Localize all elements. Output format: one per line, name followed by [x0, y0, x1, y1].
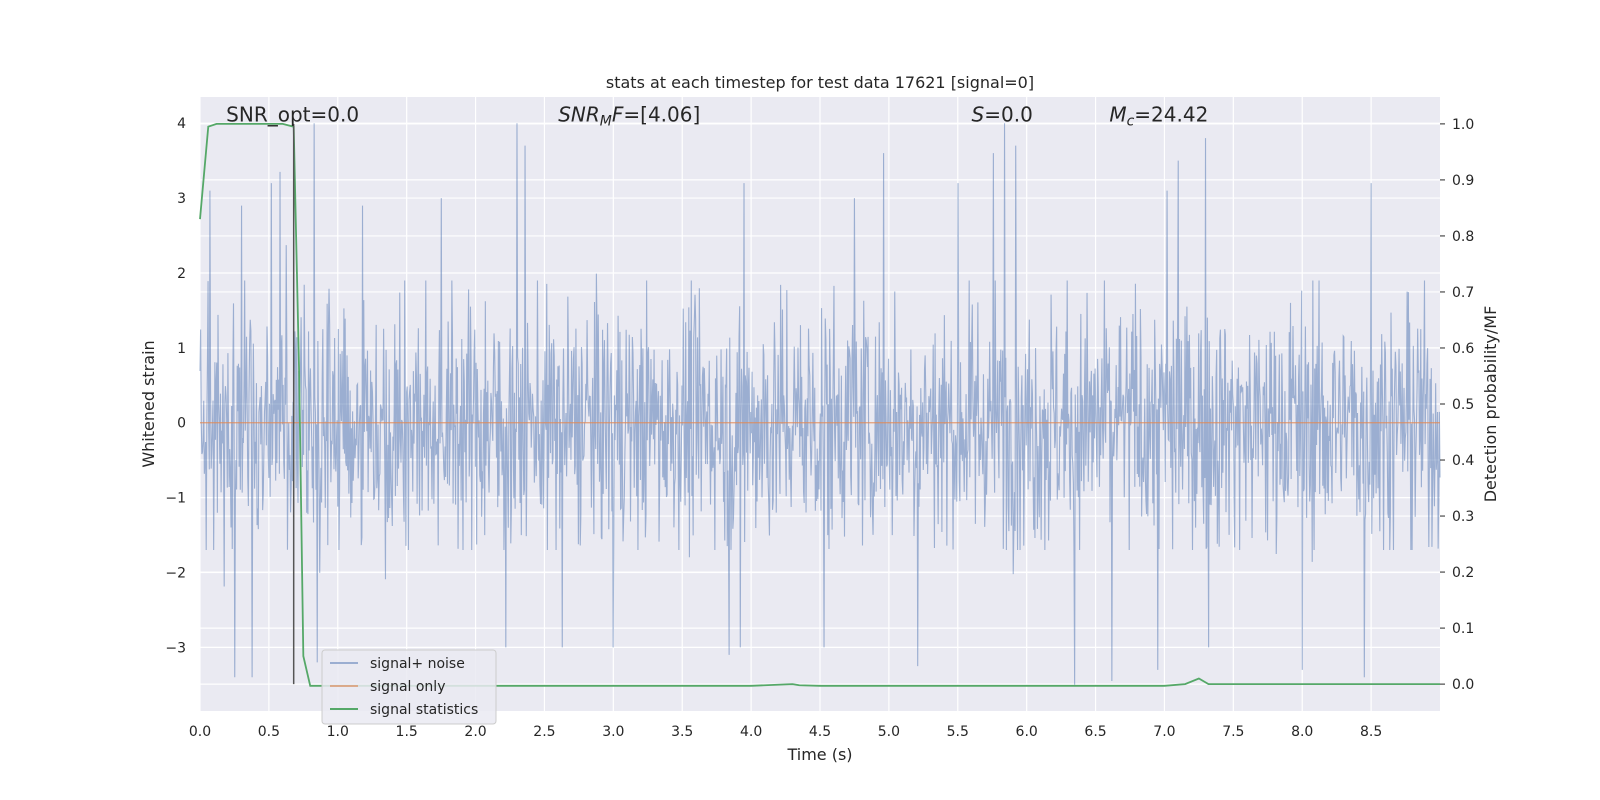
y-tick-label-1: 3	[177, 191, 186, 207]
x-tick-label-14: 7.0	[1153, 724, 1175, 740]
x-tick-label-5: 2.5	[533, 724, 555, 740]
y2-tick-label-2: 0.8	[1452, 229, 1474, 245]
y-tick-label-4: 0	[177, 416, 186, 432]
y-axis-label: Whitened strain	[139, 340, 158, 467]
legend: signal+ noise signal only signal statist…	[321, 649, 497, 725]
y2-tick-label-6: 0.4	[1452, 453, 1474, 469]
y-tick-label-3: 1	[177, 341, 186, 357]
y2-tick-label-5: 0.5	[1452, 397, 1474, 413]
y2-tick-label-7: 0.3	[1452, 509, 1474, 525]
x-tick-label-8: 4.0	[740, 724, 762, 740]
noise-series-layer	[199, 123, 1441, 685]
y2-tick-label-9: 0.1	[1452, 621, 1474, 637]
annotation-0: SNR_opt=0.0	[226, 103, 359, 127]
x-tick-label-4: 2.0	[464, 724, 486, 740]
x-tick-label-15: 7.5	[1222, 724, 1244, 740]
x-tick-label-0: 0.0	[189, 724, 211, 740]
x-axis-ticks: 0.0 0.5 1.0 1.5 2.0 2.5 3.0 3.5 4.0 4.5 5.0 5.5 6.0 6…	[189, 724, 1382, 740]
y2-tick-label-4: 0.6	[1452, 341, 1474, 357]
chart-title: stats at each timestep for test data 176…	[606, 73, 1034, 92]
x-tick-label-12: 6.0	[1016, 724, 1038, 740]
y-axis-ticks: 4 3 2 1 0 −1 −2 −3	[165, 116, 186, 656]
y-tick-label-7: −3	[165, 640, 186, 656]
y2-axis-ticks: 1.0 0.9 0.8 0.7 0.6 0.5 0.4 0.3 0.2 0.1 0.0	[1440, 117, 1474, 693]
x-tick-label-3: 1.5	[396, 724, 418, 740]
x-tick-label-17: 8.5	[1360, 724, 1382, 740]
legend-label-noise: signal+ noise	[370, 656, 465, 672]
x-tick-label-2: 1.0	[327, 724, 349, 740]
annotation-1: SNRMF=[4.06]	[558, 103, 700, 130]
x-tick-label-11: 5.5	[947, 724, 969, 740]
y2-tick-label-10: 0.0	[1452, 677, 1474, 693]
x-tick-label-6: 3.0	[602, 724, 624, 740]
y-tick-label-5: −1	[165, 491, 186, 507]
x-tick-label-9: 4.5	[809, 724, 831, 740]
series-signal-noise	[199, 123, 1441, 685]
y-tick-label-2: 2	[177, 266, 186, 282]
y2-tick-label-1: 0.9	[1452, 173, 1474, 189]
legend-label-signal-only: signal only	[370, 679, 445, 695]
y-tick-label-0: 4	[177, 116, 186, 132]
y2-tick-label-8: 0.2	[1452, 565, 1474, 581]
x-tick-label-10: 5.0	[878, 724, 900, 740]
x-tick-label-7: 3.5	[671, 724, 693, 740]
annotations: SNR_opt=0.0 SNRMF=[4.06] S=0.0 Mc=24.42	[226, 103, 1208, 130]
series-signal-statistics	[199, 122, 1440, 687]
x-tick-label-1: 0.5	[258, 724, 280, 740]
line-series-layer	[199, 122, 1440, 687]
y2-tick-label-0: 1.0	[1452, 117, 1474, 133]
plot-area	[199, 97, 1441, 711]
legend-box	[321, 649, 497, 725]
y2-tick-label-3: 0.7	[1452, 285, 1474, 301]
x-axis-label: Time (s)	[786, 745, 852, 764]
annotation-2: S=0.0	[972, 103, 1033, 127]
annotation-3: Mc=24.42	[1109, 103, 1208, 130]
legend-label-statistics: signal statistics	[370, 702, 478, 718]
x-tick-label-16: 8.0	[1291, 724, 1313, 740]
y2-axis-label: Detection probability/MF	[1481, 306, 1500, 503]
y-tick-label-6: −2	[165, 565, 186, 581]
x-tick-label-13: 6.5	[1084, 724, 1106, 740]
